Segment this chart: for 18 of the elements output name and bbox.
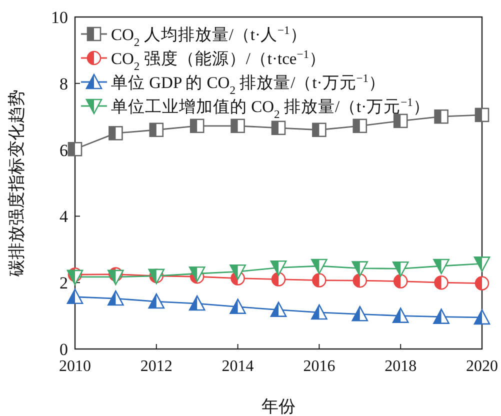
y-tick-label: 2 — [60, 274, 68, 293]
x-axis-title: 年份 — [262, 397, 296, 416]
x-tick-label: 2010 — [59, 358, 91, 375]
x-tick-label: 2018 — [384, 358, 417, 375]
y-tick-label: 4 — [60, 207, 68, 226]
legend-label: 单位 GDP 的 CO$_{2}$ 排放量/（t·万元$^{−1}$） — [111, 73, 386, 97]
legend-label: 单位工业增加值的 CO$_{2}$ 排放量/（t·万元$^{−1}$） — [111, 97, 430, 121]
y-tick-label: 8 — [60, 74, 68, 94]
x-tick-label: 2016 — [303, 358, 336, 375]
legend-label: CO$_{2}$ 人均排放量/（t·人$^{−1}$） — [111, 25, 307, 49]
x-tick-label: 2012 — [140, 358, 172, 375]
y-tick-label: 0 — [60, 340, 68, 359]
y-tick-label: 10 — [51, 8, 68, 27]
y-axis-title: 碳排放强度指标变化趋势 — [7, 90, 26, 278]
legend-label: CO$_{2}$ 强度（能源）/（t·tce$^{−1}$） — [111, 49, 326, 73]
x-tick-label: 2014 — [222, 358, 254, 375]
x-tick-label: 2020 — [466, 358, 498, 375]
y-tick-label: 6 — [60, 140, 68, 160]
